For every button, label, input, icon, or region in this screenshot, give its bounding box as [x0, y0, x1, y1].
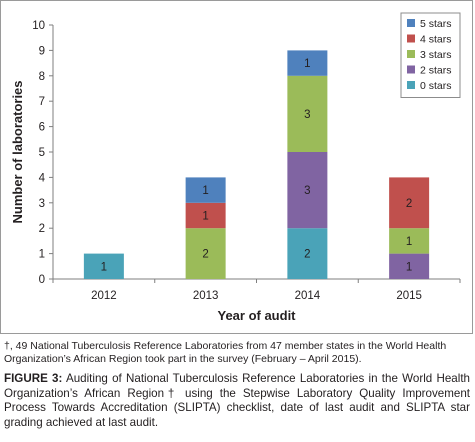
- figure-caption: FIGURE 3: Auditing of National Tuberculo…: [4, 372, 470, 430]
- bar-segment: [83, 253, 124, 279]
- x-axis-title: Year of audit: [217, 308, 296, 323]
- stacked-bar-chart: 0 1 2 3 4 5 6 7 8 9 10 2012 2013 2014 2015 1 2 1 1 2 3 3 1 1 1 2 Y…: [10, 12, 461, 323]
- legend-label: 2 stars: [420, 65, 452, 77]
- data-label: 1: [406, 261, 412, 273]
- data-label: 3: [304, 109, 310, 121]
- data-label: 1: [202, 211, 208, 223]
- data-label: 1: [406, 236, 412, 248]
- data-label: 3: [304, 185, 310, 197]
- y-tick-label: 2: [39, 223, 45, 235]
- legend-label: 5 stars: [420, 18, 452, 30]
- bar-segment: [389, 253, 430, 279]
- x-tick-label: 2015: [396, 290, 422, 302]
- y-tick-label: 7: [39, 96, 45, 108]
- y-tick-label: 0: [39, 274, 45, 286]
- y-tick-label: 9: [39, 45, 45, 57]
- y-tick-label: 4: [39, 172, 46, 184]
- data-label: 1: [101, 261, 107, 273]
- bar-segment: [389, 228, 430, 254]
- x-tick-label: 2014: [295, 290, 321, 302]
- y-tick-label: 3: [39, 198, 45, 210]
- bar-segment: [185, 177, 226, 203]
- caption-text: Auditing of National Tuberculosis Refere…: [4, 372, 470, 429]
- y-axis-title: Number of laboratories: [10, 80, 25, 223]
- y-tick-label: 8: [39, 71, 45, 83]
- bar-segment: [185, 202, 226, 229]
- legend-swatch: [407, 65, 415, 74]
- legend-swatch: [407, 50, 415, 58]
- figure-footnote: †, 49 National Tuberculosis Reference La…: [4, 340, 447, 365]
- y-tick-label: 1: [39, 249, 45, 261]
- data-label: 1: [202, 185, 208, 197]
- caption-label: FIGURE 3:: [4, 372, 63, 385]
- bar-segment: [287, 152, 328, 229]
- data-label: 2: [406, 198, 412, 210]
- data-label: 2: [202, 249, 208, 261]
- legend-label: 3 stars: [420, 49, 452, 61]
- x-tick-label: 2012: [91, 290, 117, 302]
- y-tick-label: 10: [32, 20, 45, 32]
- bar-segment: [389, 177, 430, 229]
- bar-segment: [287, 50, 328, 76]
- legend-swatch: [407, 81, 415, 89]
- bar-segment: [185, 228, 226, 279]
- data-label: 2: [304, 249, 310, 261]
- legend-swatch: [407, 34, 415, 43]
- figure-frame: [0, 0, 473, 334]
- legend-label: 0 stars: [420, 80, 452, 92]
- legend-swatch: [407, 19, 415, 27]
- y-tick-label: 5: [39, 147, 45, 159]
- legend-label: 4 stars: [420, 34, 452, 46]
- data-label: 1: [304, 58, 310, 70]
- bar-segment: [287, 228, 328, 279]
- bar-segment: [287, 75, 328, 152]
- y-tick-label: 6: [39, 122, 45, 134]
- x-tick-label: 2013: [193, 290, 219, 302]
